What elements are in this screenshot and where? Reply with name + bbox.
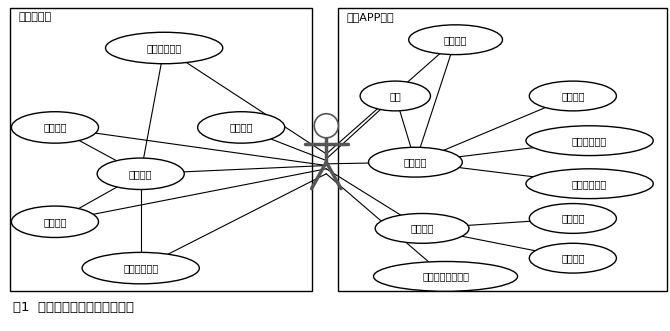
Ellipse shape (409, 25, 502, 55)
Ellipse shape (97, 158, 184, 189)
Ellipse shape (314, 114, 338, 138)
Text: 图1  感知家居需求与用户用例图: 图1 感知家居需求与用户用例图 (13, 302, 135, 314)
Text: 截图信息: 截图信息 (43, 217, 67, 227)
Text: 预警短信弹窗消息: 预警短信弹窗消息 (422, 271, 469, 281)
Text: 信息维护: 信息维护 (444, 35, 468, 45)
Text: 定时控制: 定时控制 (561, 213, 585, 223)
FancyBboxPatch shape (338, 8, 667, 291)
Ellipse shape (106, 32, 222, 64)
Ellipse shape (529, 204, 616, 233)
Ellipse shape (526, 126, 653, 156)
FancyBboxPatch shape (10, 8, 312, 291)
Text: 信息查看: 信息查看 (403, 157, 427, 167)
Text: 部分信息维护: 部分信息维护 (147, 43, 182, 53)
Text: 信息查看: 信息查看 (129, 169, 153, 179)
Ellipse shape (529, 81, 616, 111)
Text: 移动APP操作: 移动APP操作 (346, 12, 394, 22)
Text: 远程登录: 远程登录 (229, 122, 253, 132)
Text: 登录: 登录 (389, 91, 401, 101)
Ellipse shape (374, 261, 518, 291)
Text: 环境参数: 环境参数 (561, 91, 585, 101)
Text: 环境参数: 环境参数 (43, 122, 67, 132)
Text: 实时图片视频: 实时图片视频 (572, 136, 607, 146)
Text: 即时控制: 即时控制 (561, 253, 585, 263)
Ellipse shape (375, 213, 469, 243)
Text: 浏览器操作: 浏览器操作 (18, 12, 51, 22)
Ellipse shape (11, 112, 98, 143)
Text: 实时行为轨迹: 实时行为轨迹 (572, 179, 607, 189)
Ellipse shape (82, 252, 200, 284)
Ellipse shape (360, 81, 430, 111)
Ellipse shape (198, 112, 285, 143)
Text: 家电控制: 家电控制 (410, 223, 434, 233)
Ellipse shape (529, 243, 616, 273)
Text: 历史行为轨迹: 历史行为轨迹 (123, 263, 158, 273)
Ellipse shape (11, 206, 98, 238)
Ellipse shape (526, 169, 653, 199)
Ellipse shape (369, 147, 462, 177)
